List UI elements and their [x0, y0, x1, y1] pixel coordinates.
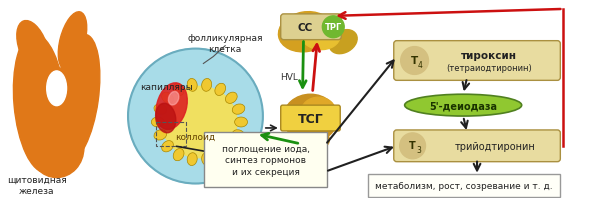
- Text: метаболизм, рост, созревание и т. д.: метаболизм, рост, созревание и т. д.: [376, 181, 553, 190]
- Ellipse shape: [301, 21, 340, 50]
- Circle shape: [401, 47, 428, 75]
- Ellipse shape: [187, 153, 197, 166]
- FancyBboxPatch shape: [281, 106, 340, 131]
- Ellipse shape: [187, 79, 197, 92]
- FancyBboxPatch shape: [281, 15, 341, 40]
- Ellipse shape: [173, 149, 184, 161]
- Bar: [156, 122, 185, 146]
- Text: фолликулярная
клетка: фолликулярная клетка: [187, 34, 263, 54]
- Ellipse shape: [29, 118, 84, 178]
- Ellipse shape: [226, 141, 237, 152]
- Ellipse shape: [173, 84, 184, 96]
- Text: коллоид: коллоид: [175, 132, 215, 141]
- Ellipse shape: [278, 13, 332, 53]
- Text: СС: СС: [298, 23, 313, 33]
- Text: капилляры: капилляры: [140, 82, 193, 91]
- Ellipse shape: [202, 79, 212, 92]
- Ellipse shape: [301, 98, 336, 127]
- Text: поглощение иода,
синтез гормонов
и их секреция: поглощение иода, синтез гормонов и их се…: [222, 144, 310, 176]
- Text: 4: 4: [418, 61, 423, 70]
- Ellipse shape: [58, 13, 87, 70]
- FancyBboxPatch shape: [205, 132, 328, 188]
- Ellipse shape: [161, 93, 173, 104]
- Ellipse shape: [329, 30, 357, 54]
- FancyBboxPatch shape: [394, 41, 560, 81]
- Ellipse shape: [17, 21, 49, 73]
- Text: 3: 3: [416, 146, 421, 155]
- Ellipse shape: [404, 95, 521, 116]
- Ellipse shape: [161, 141, 173, 152]
- Ellipse shape: [232, 104, 245, 115]
- Ellipse shape: [53, 35, 100, 162]
- Circle shape: [128, 49, 263, 184]
- Text: трийодтиронин: трийодтиронин: [455, 141, 535, 151]
- Ellipse shape: [154, 130, 167, 140]
- Ellipse shape: [47, 72, 67, 106]
- Text: ТСГ: ТСГ: [298, 112, 323, 125]
- Circle shape: [322, 17, 344, 38]
- Text: T: T: [411, 55, 418, 65]
- Ellipse shape: [215, 84, 226, 96]
- Text: ТРГ: ТРГ: [325, 23, 342, 32]
- Ellipse shape: [156, 83, 187, 130]
- Text: тироксин: тироксин: [461, 50, 517, 60]
- Ellipse shape: [232, 130, 245, 140]
- Text: T: T: [409, 140, 416, 150]
- Text: щитовидная
железа: щитовидная железа: [7, 175, 67, 195]
- Circle shape: [400, 133, 425, 159]
- Ellipse shape: [169, 92, 179, 105]
- Text: HVL: HVL: [280, 73, 298, 81]
- Ellipse shape: [154, 104, 167, 115]
- Ellipse shape: [302, 130, 329, 150]
- Ellipse shape: [162, 87, 237, 158]
- Text: (тетраиодтиронин): (тетраиодтиронин): [446, 64, 532, 73]
- Ellipse shape: [226, 93, 237, 104]
- Ellipse shape: [283, 95, 338, 142]
- Ellipse shape: [151, 117, 164, 127]
- Ellipse shape: [155, 104, 176, 133]
- Ellipse shape: [235, 117, 248, 127]
- Ellipse shape: [215, 149, 226, 161]
- Ellipse shape: [13, 35, 66, 172]
- Ellipse shape: [202, 153, 212, 166]
- FancyBboxPatch shape: [394, 130, 560, 162]
- FancyBboxPatch shape: [368, 174, 560, 197]
- Text: 5'-деиодаза: 5'-деиодаза: [429, 101, 497, 111]
